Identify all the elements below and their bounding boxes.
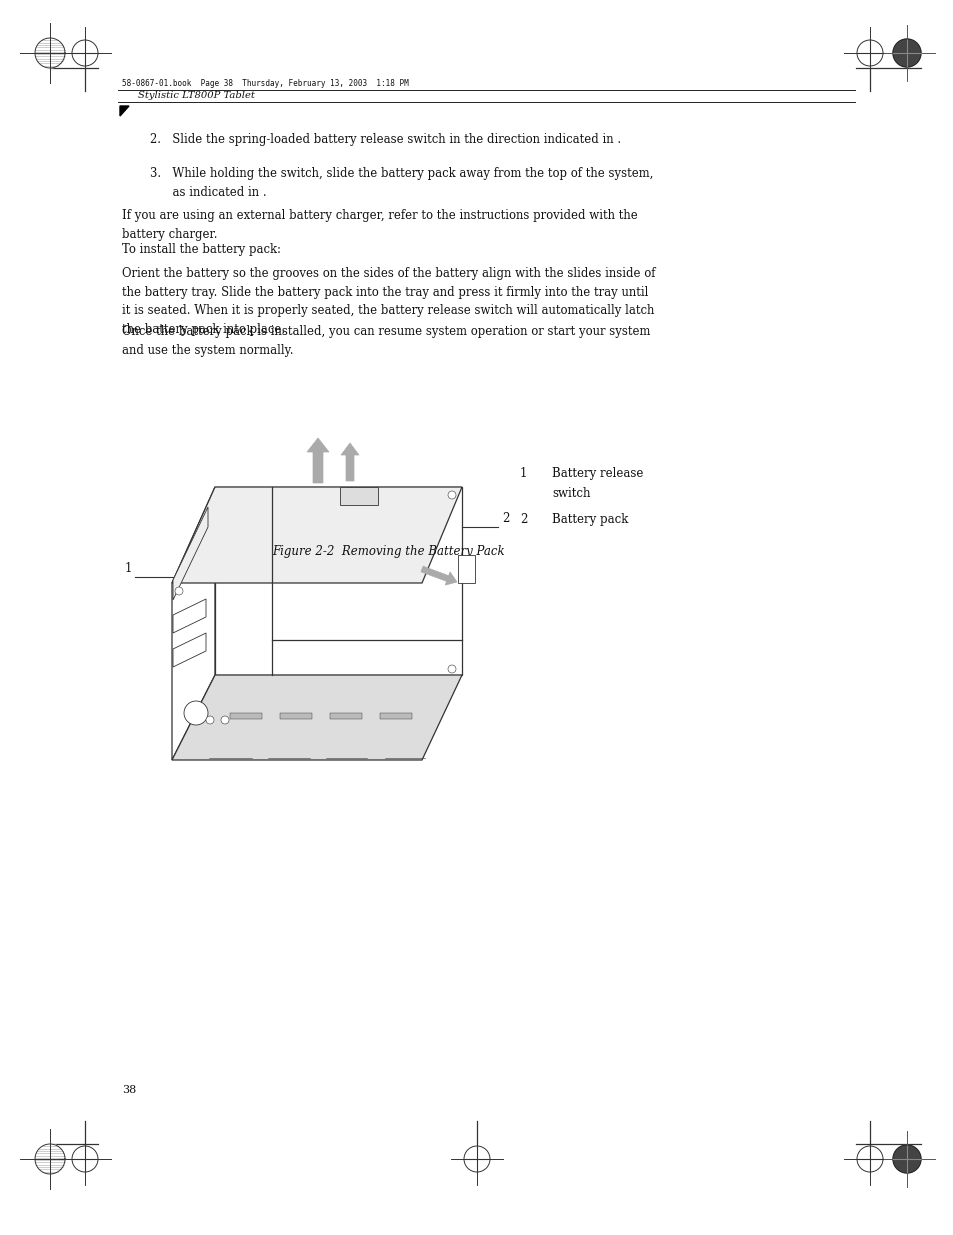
Text: it is seated. When it is properly seated, the battery release switch will automa: it is seated. When it is properly seated… — [122, 304, 654, 317]
Polygon shape — [339, 487, 377, 505]
Polygon shape — [214, 487, 461, 676]
Text: 38: 38 — [122, 1086, 136, 1095]
Text: 1: 1 — [125, 562, 132, 576]
Circle shape — [856, 1146, 882, 1172]
Text: 1: 1 — [519, 467, 527, 480]
Text: Battery pack: Battery pack — [552, 513, 628, 526]
Text: and use the system normally.: and use the system normally. — [122, 343, 294, 357]
Text: the battery tray. Slide the battery pack into the tray and press it firmly into : the battery tray. Slide the battery pack… — [122, 285, 648, 299]
Text: 3.   While holding the switch, slide the battery pack away from the top of the s: 3. While holding the switch, slide the b… — [150, 167, 653, 180]
Circle shape — [221, 716, 229, 724]
FancyArrow shape — [420, 566, 456, 585]
Polygon shape — [172, 487, 461, 583]
Polygon shape — [457, 555, 475, 583]
Polygon shape — [280, 713, 312, 719]
Polygon shape — [892, 40, 920, 67]
Circle shape — [71, 40, 98, 65]
Polygon shape — [35, 38, 65, 68]
Text: Stylistic LT800P Tablet: Stylistic LT800P Tablet — [138, 90, 254, 100]
Polygon shape — [379, 713, 412, 719]
Circle shape — [463, 1146, 490, 1172]
Text: 58-0867-01.book  Page 38  Thursday, February 13, 2003  1:18 PM: 58-0867-01.book Page 38 Thursday, Februa… — [122, 79, 408, 88]
Text: as indicated in .: as indicated in . — [150, 186, 266, 200]
Polygon shape — [172, 634, 206, 667]
Circle shape — [206, 716, 213, 724]
Text: 2.   Slide the spring-loaded battery release switch in the direction indicated i: 2. Slide the spring-loaded battery relea… — [150, 133, 620, 146]
Polygon shape — [120, 106, 129, 116]
Polygon shape — [172, 487, 214, 760]
Polygon shape — [330, 713, 361, 719]
Polygon shape — [172, 599, 206, 634]
Text: Figure 2-2  Removing the Battery Pack: Figure 2-2 Removing the Battery Pack — [272, 545, 504, 558]
Circle shape — [856, 40, 882, 65]
FancyArrow shape — [340, 443, 358, 480]
Text: Battery release: Battery release — [552, 467, 642, 480]
Text: switch: switch — [552, 487, 590, 500]
Circle shape — [448, 664, 456, 673]
Text: the battery pack into place.: the battery pack into place. — [122, 322, 285, 336]
Text: 2: 2 — [519, 513, 527, 526]
Text: To install the battery pack:: To install the battery pack: — [122, 243, 281, 256]
Text: Orient the battery so the grooves on the sides of the battery align with the sli: Orient the battery so the grooves on the… — [122, 267, 655, 280]
FancyArrow shape — [307, 438, 329, 483]
Circle shape — [184, 701, 208, 725]
Text: Once the battery pack is installed, you can resume system operation or start you: Once the battery pack is installed, you … — [122, 325, 650, 338]
Polygon shape — [35, 1144, 65, 1174]
Circle shape — [71, 1146, 98, 1172]
Text: 2: 2 — [501, 513, 509, 525]
Polygon shape — [172, 508, 208, 600]
Circle shape — [448, 492, 456, 499]
Polygon shape — [230, 713, 262, 719]
Text: battery charger.: battery charger. — [122, 227, 217, 241]
Polygon shape — [172, 676, 461, 760]
Text: If you are using an external battery charger, refer to the instructions provided: If you are using an external battery cha… — [122, 209, 638, 222]
Circle shape — [174, 587, 183, 595]
Polygon shape — [892, 1145, 920, 1173]
